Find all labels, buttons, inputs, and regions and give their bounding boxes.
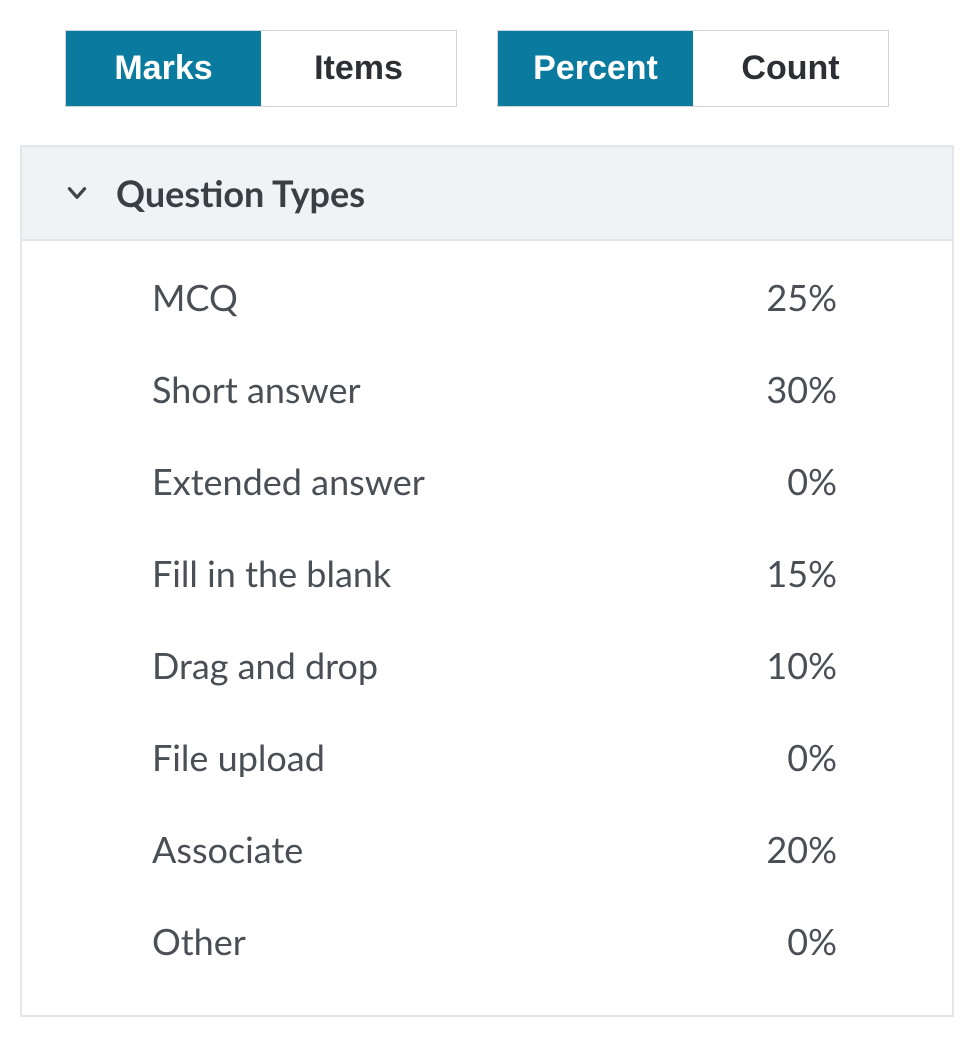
chevron-down-icon[interactable] — [62, 178, 92, 208]
toggle-group-marks-items: Marks Items — [65, 30, 457, 107]
toggle-items[interactable]: Items — [261, 31, 456, 106]
toggle-marks[interactable]: Marks — [66, 31, 261, 106]
row-label: Drag and drop — [152, 643, 378, 687]
row-value: 25% — [766, 275, 837, 319]
row-label: Associate — [152, 827, 303, 871]
table-row: File upload 0% — [22, 711, 952, 803]
panel-title: Question Types — [116, 171, 365, 215]
table-row: Short answer 30% — [22, 343, 952, 435]
row-label: Short answer — [152, 367, 361, 411]
table-row: MCQ 25% — [22, 251, 952, 343]
table-row: Other 0% — [22, 895, 952, 987]
row-value: 10% — [766, 643, 837, 687]
table-row: Fill in the blank 15% — [22, 527, 952, 619]
table-row: Drag and drop 10% — [22, 619, 952, 711]
row-label: File upload — [152, 735, 325, 779]
panel-body: MCQ 25% Short answer 30% Extended answer… — [22, 241, 952, 1015]
row-value: 0% — [787, 735, 837, 779]
row-label: Other — [152, 919, 246, 963]
toggle-group-percent-count: Percent Count — [497, 30, 889, 107]
table-row: Extended answer 0% — [22, 435, 952, 527]
table-row: Associate 20% — [22, 803, 952, 895]
panel-header[interactable]: Question Types — [22, 147, 952, 241]
row-value: 20% — [766, 827, 837, 871]
row-label: Extended answer — [152, 459, 425, 503]
row-value: 30% — [766, 367, 837, 411]
row-value: 0% — [787, 459, 837, 503]
row-value: 15% — [766, 551, 837, 595]
row-value: 0% — [787, 919, 837, 963]
row-label: Fill in the blank — [152, 551, 391, 595]
toggle-percent[interactable]: Percent — [498, 31, 693, 106]
toggle-row: Marks Items Percent Count — [20, 30, 954, 107]
question-types-panel: Question Types MCQ 25% Short answer 30% … — [20, 145, 954, 1017]
row-label: MCQ — [152, 275, 238, 319]
toggle-count[interactable]: Count — [693, 31, 888, 106]
